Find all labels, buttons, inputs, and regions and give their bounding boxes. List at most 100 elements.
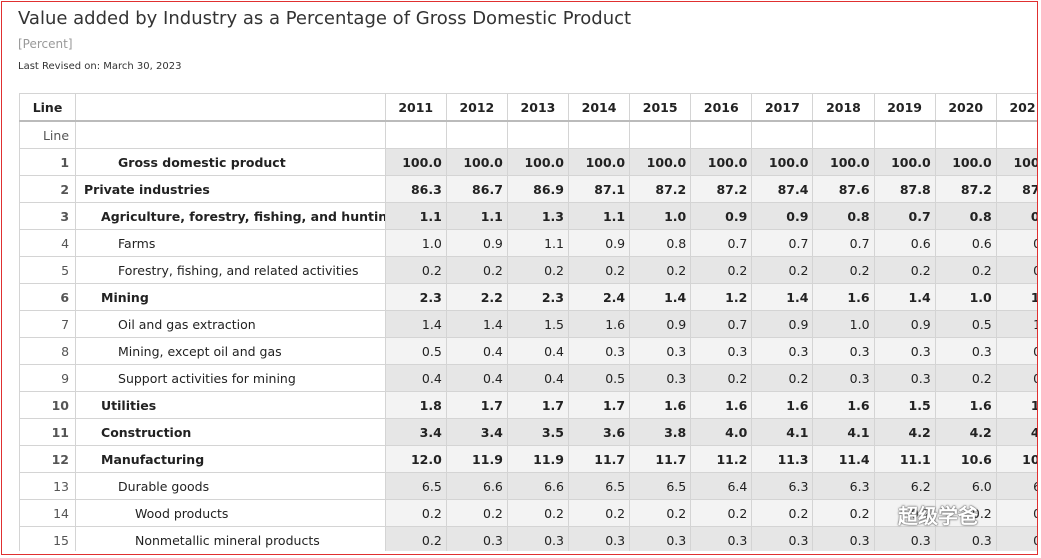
value-cell: 1.6 — [995, 391, 1037, 419]
value-cell: 0.9 — [445, 229, 508, 257]
blank-cell — [384, 120, 447, 149]
data-row: 13 Durable goods 6.5 6.6 6.6 6.5 6.5 6.4 6.3 6.3 6… — [19, 472, 1037, 500]
row-label: Mining, except oil and gas — [75, 337, 386, 365]
value-cell: 0.3 — [629, 526, 692, 551]
data-row: 11 Construction 3.4 3.4 3.5 3.6 3.8 4.0 4.1 4.1 4.… — [19, 418, 1037, 446]
year-heading: 2016 — [690, 93, 753, 122]
value-cell: 0.7 — [995, 229, 1037, 257]
value-cell: 0.3 — [934, 337, 997, 365]
value-cell: 1.6 — [567, 310, 631, 338]
year-heading: 2020 — [934, 93, 997, 122]
value-cell: 100.0 — [690, 148, 753, 176]
value-cell: 1.0 — [629, 202, 692, 230]
line-number: 6 — [19, 283, 77, 311]
line-number: 7 — [19, 310, 77, 338]
row-label: Construction — [75, 418, 386, 446]
value-cell: 0.2 — [445, 256, 508, 284]
value-cell: 1.6 — [690, 391, 753, 419]
data-row: 5 Forestry, fishing, and related activiti… — [19, 256, 1037, 284]
value-cell: 0.2 — [506, 499, 570, 527]
data-row: 7 Oil and gas extraction 1.4 1.4 1.5 1.6 0.9 0.… — [19, 310, 1037, 338]
value-cell: 1.4 — [873, 283, 936, 311]
value-cell: 0.9 — [873, 310, 936, 338]
value-cell: 0.5 — [934, 310, 997, 338]
value-cell: 1.6 — [751, 391, 814, 419]
value-cell: 87.2 — [934, 175, 997, 203]
value-cell: 100.0 — [751, 148, 814, 176]
blank-cell — [445, 120, 508, 149]
line-number: 1 — [19, 148, 77, 176]
row-label: Wood products — [75, 499, 386, 527]
value-cell: 0.4 — [384, 364, 447, 392]
data-row: 1 Gross domestic product 100.0 100.0 100.0 10… — [19, 148, 1037, 176]
blank-cell — [75, 120, 386, 149]
row-label: Manufacturing — [75, 445, 386, 473]
value-cell: 87.4 — [751, 175, 814, 203]
row-label: Farms — [75, 229, 386, 257]
value-cell: 6.2 — [873, 472, 936, 500]
blank-cell — [812, 120, 875, 149]
value-cell: 0.3 — [751, 337, 814, 365]
value-cell: 0.2 — [690, 499, 753, 527]
value-cell: 4.1 — [995, 418, 1037, 446]
data-row: 2 Private industries 86.3 86.7 86.9 87.1 87.2 8… — [19, 175, 1037, 203]
subheading-row: Line — [19, 120, 1037, 149]
row-label: Oil and gas extraction — [75, 310, 386, 338]
value-cell: 11.1 — [873, 445, 936, 473]
value-cell: 100.0 — [812, 148, 875, 176]
value-cell: 1.6 — [934, 391, 997, 419]
value-cell: 0.2 — [873, 256, 936, 284]
value-cell: 0.9 — [751, 202, 814, 230]
line-heading: Line — [19, 93, 77, 122]
value-cell: 1.4 — [751, 283, 814, 311]
value-cell: 0.7 — [751, 229, 814, 257]
data-row: 8 Mining, except oil and gas 0.5 0.4 0.4 0.3 0… — [19, 337, 1037, 365]
value-cell: 3.8 — [629, 418, 692, 446]
year-heading: 2012 — [445, 93, 508, 122]
value-cell: 0.3 — [567, 337, 631, 365]
value-cell: 1.7 — [567, 391, 631, 419]
value-cell: 87.2 — [629, 175, 692, 203]
line-number: 10 — [19, 391, 77, 419]
value-cell: 0.6 — [873, 229, 936, 257]
value-cell: 0.9 — [567, 229, 631, 257]
value-cell: 10.6 — [934, 445, 997, 473]
line-number: 14 — [19, 499, 77, 527]
value-cell: 6.5 — [384, 472, 447, 500]
row-label: Private industries — [75, 175, 386, 203]
value-cell: 0.3 — [812, 337, 875, 365]
subtitle: [Percent] — [18, 37, 73, 51]
value-cell: 0.2 — [384, 526, 447, 551]
value-cell: 0.7 — [690, 310, 753, 338]
value-cell: 0.2 — [934, 364, 997, 392]
value-cell: 2.3 — [506, 283, 570, 311]
value-cell: 10.7 — [995, 445, 1037, 473]
value-cell: 86.3 — [384, 175, 447, 203]
value-cell: 1.0 — [995, 310, 1037, 338]
value-cell: 0.4 — [445, 364, 508, 392]
table-container: Line 2011 2012 2013 2014 2015 2016 2017 2018 201… — [19, 93, 1037, 551]
value-cell: 1.4 — [445, 310, 508, 338]
row-label: Gross domestic product — [75, 148, 386, 176]
value-cell: 0.3 — [690, 337, 753, 365]
value-cell: 1.6 — [812, 391, 875, 419]
value-cell: 0.2 — [506, 256, 570, 284]
value-cell: 100.0 — [384, 148, 447, 176]
header-row: Line 2011 2012 2013 2014 2015 2016 2017 2018 201… — [19, 93, 1037, 122]
value-cell: 12.0 — [384, 445, 447, 473]
value-cell: 0.9 — [751, 310, 814, 338]
row-label: Durable goods — [75, 472, 386, 500]
value-cell: 1.3 — [506, 202, 570, 230]
value-cell: 0.3 — [873, 364, 936, 392]
value-cell: 6.6 — [506, 472, 570, 500]
line-number: 8 — [19, 337, 77, 365]
row-label: Utilities — [75, 391, 386, 419]
value-cell: 0.9 — [995, 202, 1037, 230]
data-row: 12 Manufacturing 12.0 11.9 11.9 11.7 11.7 11.2 1… — [19, 445, 1037, 473]
value-cell: 1.1 — [506, 229, 570, 257]
value-cell: 1.1 — [384, 202, 447, 230]
value-cell: 0.3 — [445, 526, 508, 551]
value-cell: 3.4 — [445, 418, 508, 446]
